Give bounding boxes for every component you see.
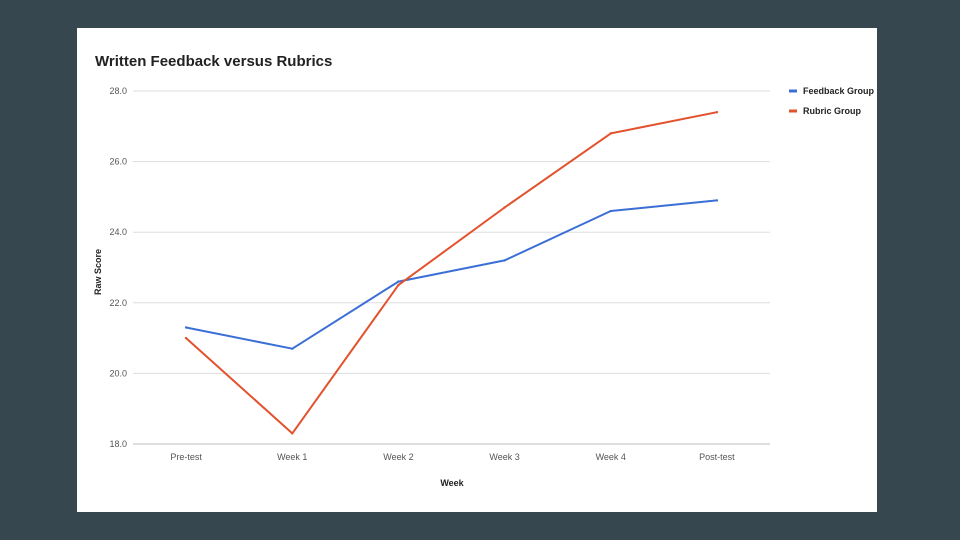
data-point xyxy=(397,280,400,283)
y-tick-label: 28.0 xyxy=(109,86,127,96)
x-tick-label: Post-test xyxy=(699,452,735,462)
y-axis-ticks: 18.0 20.0 22.0 24.0 26.0 28.0 xyxy=(109,86,127,449)
legend-label: Feedback Group xyxy=(803,86,875,96)
data-point xyxy=(291,347,294,350)
data-point xyxy=(609,132,612,135)
y-tick-label: 20.0 xyxy=(109,368,127,378)
data-point xyxy=(715,110,719,114)
data-point xyxy=(503,206,506,209)
data-point xyxy=(184,336,188,340)
legend-label: Rubric Group xyxy=(803,106,862,116)
data-point xyxy=(715,199,719,202)
chart-title: Written Feedback versus Rubrics xyxy=(95,53,332,70)
y-tick-label: 24.0 xyxy=(109,227,127,237)
series-line-rubric-group xyxy=(185,111,718,435)
line-chart: Written Feedback versus Rubrics 18.0 20.0… xyxy=(93,53,875,488)
x-axis-ticks: Pre-test Week 1 Week 2 Week 3 Week 4 Post-tes… xyxy=(170,452,735,462)
y-axis-title: Raw Score xyxy=(93,249,103,295)
legend: Feedback Group Rubric Group xyxy=(789,86,875,116)
data-point xyxy=(184,326,188,329)
series-line-feedback-group xyxy=(185,199,718,350)
data-point xyxy=(503,259,506,262)
y-tick-label: 26.0 xyxy=(109,157,127,167)
y-tick-label: 22.0 xyxy=(109,298,127,308)
series-lines xyxy=(184,110,719,435)
x-tick-label: Week 2 xyxy=(383,452,413,462)
y-tick-label: 18.0 xyxy=(109,439,127,449)
x-axis-title: Week xyxy=(440,478,464,488)
chart-card: Written Feedback versus Rubrics 18.0 20.0… xyxy=(77,28,877,512)
data-point xyxy=(291,432,294,435)
legend-swatch xyxy=(789,109,797,113)
data-point xyxy=(397,283,400,287)
gridlines xyxy=(133,90,770,445)
legend-swatch xyxy=(789,89,797,93)
x-tick-label: Week 4 xyxy=(596,452,626,462)
x-tick-label: Week 3 xyxy=(489,452,519,462)
x-tick-label: Pre-test xyxy=(170,452,202,462)
x-tick-label: Week 1 xyxy=(277,452,307,462)
data-point xyxy=(609,209,612,213)
